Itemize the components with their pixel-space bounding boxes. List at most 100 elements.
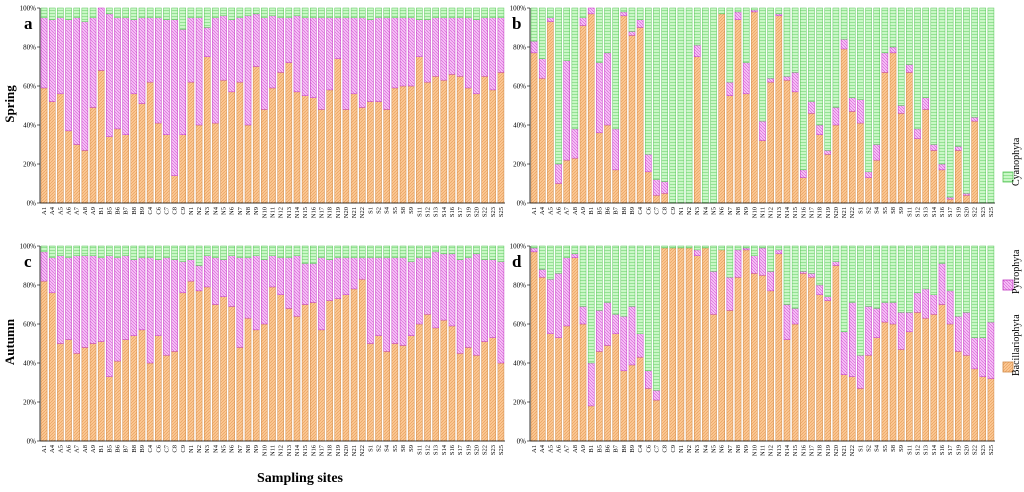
x-tick-label-c-s23: S23 (490, 445, 497, 455)
bar-a-n2-cyanophyta (195, 7, 203, 18)
x-tick-label-d-a9: A9 (580, 445, 587, 453)
bar-b-n16-pyrrophyta (800, 169, 807, 178)
bar-c-b8-pyrrophyta (130, 259, 138, 336)
bar-a-n15-bacillariophyta (301, 95, 309, 204)
bar-c-s13-pyrrophyta (432, 251, 439, 329)
bar-d-s4-bacillariophyta (873, 337, 880, 442)
bar-c-s17-bacillariophyta (456, 353, 464, 442)
bar-d-s5-pyrrophyta (881, 302, 889, 323)
bar-a-c7-cyanophyta (163, 7, 170, 20)
x-tick-label-a-n12: N12 (278, 207, 285, 218)
bar-b-s9-pyrrophyta (897, 105, 905, 114)
bar-a-a6-bacillariophyta (65, 130, 72, 204)
bar-d-s20-cyanophyta (963, 245, 970, 313)
x-tick-label-a-n8: N8 (245, 207, 252, 215)
bar-c-a6-cyanophyta (65, 245, 72, 258)
x-tick-label-d-n21: N21 (841, 445, 848, 456)
bar-b-s8-pyrrophyta (889, 46, 897, 54)
bar-d-s17-cyanophyta (946, 245, 954, 292)
bar-d-s2-bacillariophyta (865, 354, 872, 442)
y-tick-label-c: 80% (23, 282, 36, 290)
bar-d-n3-bacillariophyta (693, 255, 701, 442)
bar-a-n22-cyanophyta (358, 7, 366, 18)
bar-c-s2-cyanophyta (375, 245, 382, 258)
x-tick-label-a-a4: A4 (49, 206, 56, 215)
bar-b-n8-pyrrophyta (734, 11, 742, 20)
bar-b-a1-cyanophyta (530, 7, 538, 42)
bar-b-b9-bacillariophyta (628, 35, 636, 204)
x-tick-label-d-s17: S17 (947, 444, 954, 455)
bar-d-n7-bacillariophyta (726, 310, 734, 442)
bar-d-n15-pyrrophyta (791, 308, 799, 325)
bar-c-b1-cyanophyta (97, 245, 105, 258)
x-tick-label-c-n12: N12 (278, 445, 285, 456)
x-tick-label-b-n21: N21 (841, 207, 848, 218)
x-tick-label-c-s11: S11 (416, 445, 423, 455)
bar-d-n7-cyanophyta (726, 245, 734, 278)
x-tick-label-b-s22: S22 (972, 207, 979, 217)
bar-c-s1-bacillariophyta (367, 343, 374, 442)
bar-c-s22-cyanophyta (481, 245, 488, 260)
bar-d-b9-pyrrophyta (628, 306, 636, 366)
bar-c-s22-bacillariophyta (481, 341, 488, 442)
x-tick-label-a-b6: B6 (115, 206, 122, 214)
bar-a-a4-pyrrophyta (48, 19, 56, 102)
x-tick-label-a-b1: B1 (98, 207, 105, 215)
bar-a-a5-pyrrophyta (57, 17, 64, 95)
bar-c-n17-bacillariophyta (318, 329, 325, 442)
bar-a-a1-pyrrophyta (40, 17, 48, 89)
x-tick-label-d-s11: S11 (906, 445, 913, 455)
x-tick-label-a-n13: N13 (286, 207, 293, 218)
x-tick-label-d-a5: A5 (547, 445, 554, 453)
bar-c-n11-bacillariophyta (269, 286, 276, 442)
bar-a-a7-bacillariophyta (73, 144, 80, 204)
bar-c-s13-bacillariophyta (432, 327, 439, 442)
bar-c-s23-pyrrophyta (489, 259, 497, 338)
bar-a-s14-bacillariophyta (440, 79, 448, 204)
bar-c-s1-cyanophyta (367, 245, 374, 258)
bar-a-n2-bacillariophyta (195, 124, 203, 204)
bar-b-n21-pyrrophyta (840, 38, 848, 50)
bar-d-n11-bacillariophyta (759, 275, 766, 442)
bar-b-s13-pyrrophyta (922, 97, 929, 110)
x-tick-label-d-b6: B6 (605, 444, 612, 452)
bar-b-a6-bacillariophyta (555, 183, 562, 204)
bar-c-s12-pyrrophyta (424, 257, 431, 315)
bar-d-c6-pyrrophyta (645, 370, 652, 389)
bar-d-n3-pyrrophyta (693, 249, 701, 256)
y-tick-label-a: 0% (27, 200, 37, 208)
bar-d-n17-pyrrophyta (808, 273, 815, 278)
bar-c-n4-bacillariophyta (212, 304, 219, 442)
x-tick-label-d-s22: S22 (972, 445, 979, 455)
x-tick-label-b-n20: N20 (833, 207, 840, 218)
bar-c-n10-pyrrophyta (261, 259, 268, 325)
bar-a-s19-pyrrophyta (465, 17, 472, 89)
bar-c-s5-cyanophyta (391, 245, 399, 258)
x-tick-label-d-b1: B1 (588, 445, 595, 453)
bar-d-b9-cyanophyta (628, 245, 636, 307)
bar-c-s4-pyrrophyta (383, 257, 390, 352)
bar-c-s4-cyanophyta (383, 245, 390, 258)
bar-b-b8-bacillariophyta (620, 15, 628, 204)
bar-c-s2-pyrrophyta (375, 257, 382, 336)
bar-a-n12-bacillariophyta (277, 72, 284, 204)
bar-d-b5-bacillariophyta (596, 351, 603, 442)
bar-a-s19-cyanophyta (465, 7, 472, 18)
x-tick-label-d-b8: B8 (621, 445, 628, 453)
bar-c-n7-bacillariophyta (236, 347, 244, 442)
x-tick-label-c-a9: A9 (90, 445, 97, 453)
bar-c-n10-cyanophyta (261, 245, 268, 260)
bar-a-c7-bacillariophyta (163, 134, 170, 204)
bar-a-n17-pyrrophyta (318, 17, 325, 110)
bar-b-b7-cyanophyta (612, 7, 619, 130)
x-tick-label-a-n16: N16 (310, 206, 317, 218)
bar-c-n12-bacillariophyta (277, 294, 284, 442)
bar-c-n16-cyanophyta (310, 245, 317, 264)
bar-d-n5-cyanophyta (710, 245, 717, 272)
bar-b-a9-cyanophyta (579, 7, 587, 18)
bar-d-n9-pyrrophyta (742, 247, 750, 251)
bar-d-n21-cyanophyta (840, 245, 848, 333)
bar-b-s14-bacillariophyta (930, 150, 938, 204)
y-tick-label-b: 80% (513, 44, 526, 52)
bar-c-a9-bacillariophyta (89, 343, 97, 442)
